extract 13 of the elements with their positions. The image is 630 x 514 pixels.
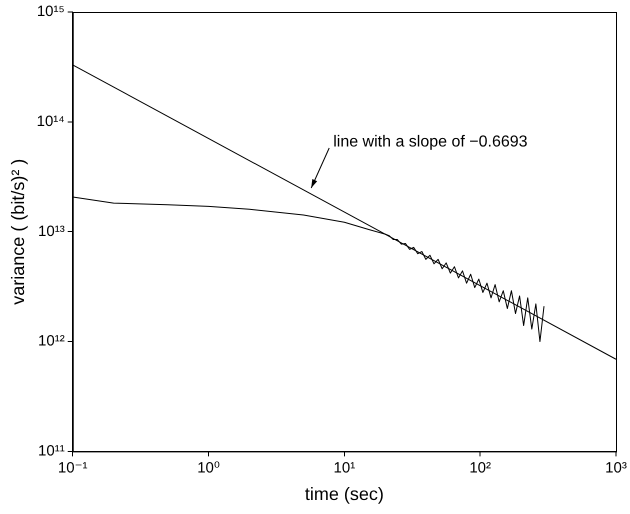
y-tick-label: 10¹² [38, 332, 65, 350]
x-axis-title: time (sec) [304, 484, 384, 504]
y-axis-title: variance ( (bit/s)² ) [8, 158, 28, 305]
x-tick-label: 10³ [605, 460, 627, 477]
y-tick-label: 10¹⁵ [36, 3, 65, 20]
x-tick-label: 10¹ [334, 460, 356, 477]
x-tick-label: 10⁻¹ [58, 460, 88, 477]
y-tick-label: 10¹⁴ [36, 112, 65, 130]
y-tick-label: 10¹¹ [38, 442, 65, 460]
annotation: line with a slope of −0.6693 [333, 133, 528, 150]
x-tick-label: 10⁰ [197, 460, 220, 477]
y-tick-label: 10¹³ [38, 222, 65, 240]
x-tick-label: 10² [469, 460, 492, 477]
